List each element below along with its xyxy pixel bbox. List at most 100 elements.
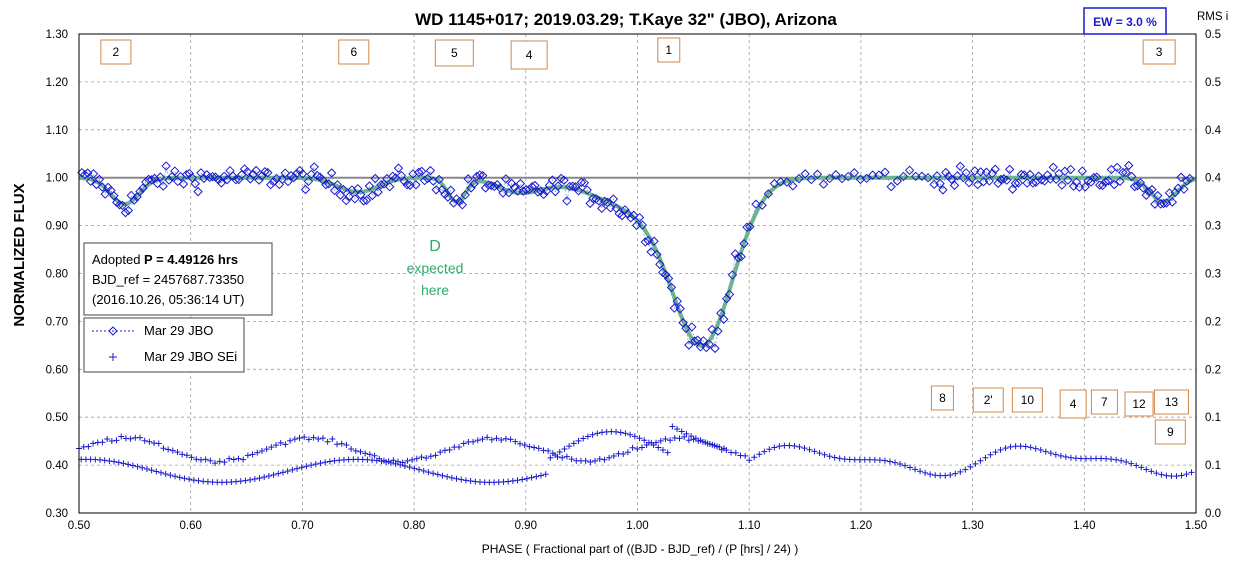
data-point-jbo [419, 175, 430, 186]
data-point-sei [952, 470, 959, 477]
data-point-sei [742, 452, 749, 459]
data-point-sei [927, 471, 934, 478]
data-point-sei [997, 446, 1004, 453]
data-point-jbo [292, 168, 302, 179]
data-point-sei [148, 467, 155, 474]
data-point-sei [146, 438, 153, 445]
data-point-sei [545, 447, 552, 454]
data-point-sei [617, 429, 624, 436]
data-point-jbo [733, 252, 743, 263]
data-point-sei [937, 472, 944, 479]
data-point-sei [207, 457, 214, 464]
data-point-jbo [704, 339, 714, 350]
data-point-jbo [1138, 183, 1148, 193]
data-point-jbo [713, 326, 723, 336]
y-tick-label: 0.90 [46, 221, 68, 233]
data-point-sei [249, 451, 256, 458]
info-period: Adopted P = 4.49126 hrs [92, 252, 238, 267]
data-point-sei [987, 451, 994, 458]
data-point-jbo [710, 343, 720, 354]
data-point-jbo [724, 289, 735, 300]
dip-label-box: 5 [434, 39, 474, 67]
data-point-sei [977, 457, 984, 464]
data-point-sei [99, 439, 106, 446]
data-point-sei [638, 444, 645, 451]
data-point-jbo [1007, 184, 1018, 194]
data-point-sei [315, 435, 322, 442]
series-jbo-sei [76, 423, 1195, 486]
dip-label-box: 6 [338, 39, 370, 65]
data-point-sei [866, 456, 873, 463]
data-point-jbo [1109, 179, 1119, 190]
data-point-jbo [1063, 175, 1073, 185]
data-point-jbo [719, 314, 729, 324]
data-point-sei [610, 453, 617, 460]
data-point-jbo [582, 185, 592, 195]
x-tick-label: 0.50 [68, 520, 90, 532]
data-point-sei [270, 471, 277, 478]
data-point-sei [796, 443, 803, 450]
dip-label-text: 6 [350, 45, 357, 59]
d-label: D [429, 238, 441, 255]
data-point-jbo [961, 168, 971, 178]
data-point-jbo [178, 179, 189, 189]
data-point-sei [697, 437, 704, 444]
data-point-jbo [289, 172, 299, 183]
data-point-jbo [751, 199, 761, 209]
y-tick-label: 1.00 [46, 173, 68, 185]
data-point-jbo [1147, 184, 1157, 195]
data-point-jbo [353, 183, 363, 194]
data-point-sei [371, 452, 378, 459]
data-point-jbo [321, 179, 331, 190]
data-point-sei [134, 463, 141, 470]
data-point-sei [655, 444, 662, 451]
data-point-jbo [568, 181, 578, 191]
data-point-jbo [164, 175, 174, 185]
data-point-sei [188, 454, 195, 461]
data-point-sei [305, 436, 312, 443]
data-point-sei [324, 438, 331, 445]
dip-label-box: 4 [510, 40, 548, 70]
data-point-jbo [932, 171, 942, 181]
data-point-jbo [594, 196, 604, 206]
data-point-sei [806, 446, 813, 453]
data-point-sei [404, 457, 411, 464]
y2-tick-label: 0.5 [1205, 77, 1221, 89]
data-point-jbo [938, 185, 948, 195]
data-point-jbo [306, 169, 317, 180]
data-point-jbo [707, 324, 717, 335]
data-point-sei [601, 456, 608, 463]
data-point-sei [523, 475, 530, 482]
data-point-sei [594, 430, 601, 437]
data-point-jbo [663, 273, 674, 284]
data-point-sei [268, 444, 275, 451]
data-point-jbo [347, 185, 357, 195]
data-point-sei [416, 466, 423, 473]
data-point-sei [519, 476, 526, 483]
data-point-jbo [370, 173, 380, 184]
data-point-sei [676, 435, 683, 442]
data-point-jbo [599, 196, 610, 206]
ew-box-frame [1083, 7, 1167, 35]
y2-tick-label: 0.1 [1205, 460, 1221, 472]
data-point-jbo [254, 175, 264, 185]
data-point-jbo [967, 173, 977, 183]
data-point-jbo [355, 189, 366, 200]
data-point-sei [160, 445, 167, 452]
data-point-sei [509, 477, 516, 484]
y-axis-label: NORMALIZED FLUX [11, 183, 28, 326]
data-point-jbo [152, 178, 163, 189]
data-point-sei [766, 446, 773, 453]
data-point-jbo [736, 251, 746, 262]
data-point-jbo [692, 335, 703, 345]
data-point-sei [613, 428, 620, 435]
data-point-jbo [446, 185, 456, 195]
data-point-sei [460, 440, 467, 447]
data-point-sei [634, 446, 641, 453]
data-point-jbo [608, 194, 619, 204]
dip-label-text: 8 [939, 391, 946, 405]
data-point-jbo [547, 175, 558, 185]
data-point-sei [366, 451, 373, 458]
data-point-jbo [1068, 181, 1079, 191]
data-point-jbo [1089, 172, 1099, 183]
